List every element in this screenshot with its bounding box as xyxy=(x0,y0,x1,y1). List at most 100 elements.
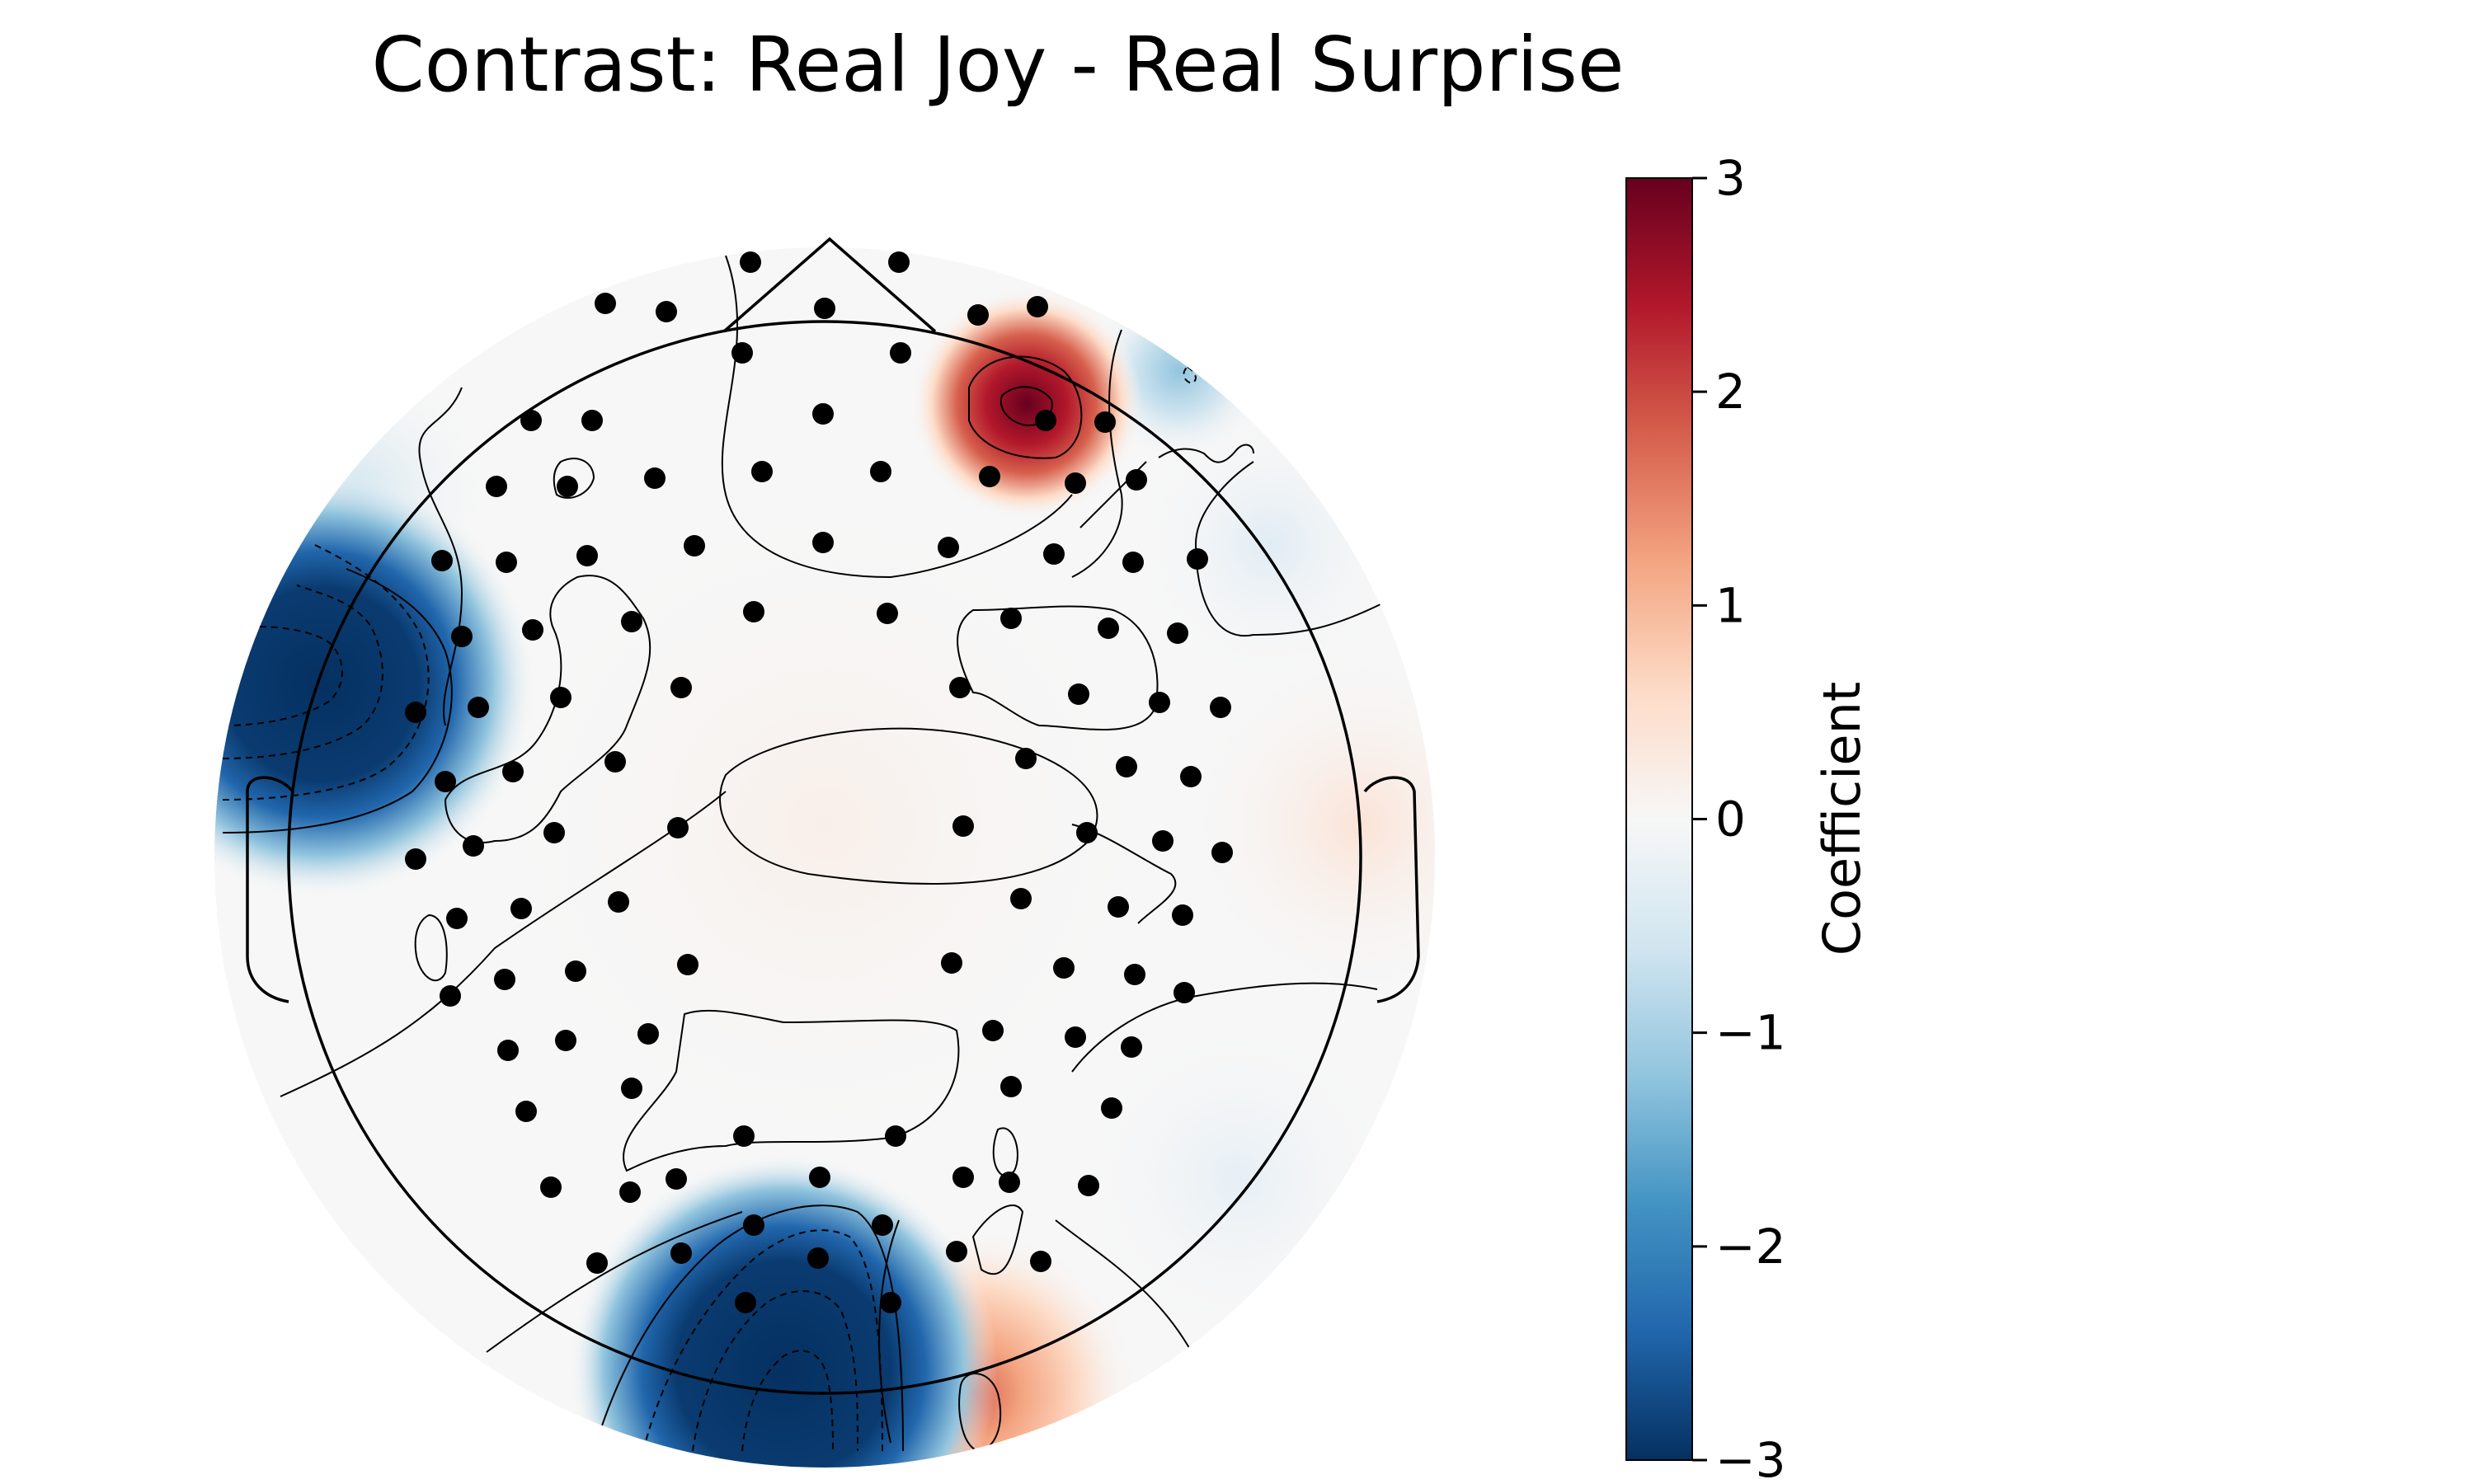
sensor-marker xyxy=(451,626,473,647)
sensor-marker xyxy=(967,304,989,326)
sensor-marker xyxy=(604,751,626,773)
sensor-marker xyxy=(1015,748,1037,769)
sensor-marker xyxy=(667,817,689,838)
colorbar-tick-label: −1 xyxy=(1715,1005,1786,1061)
sensor-marker xyxy=(515,1101,537,1122)
sensor-marker xyxy=(557,476,578,497)
sensor-marker xyxy=(555,1030,576,1051)
sensor-marker xyxy=(468,697,489,718)
sensor-marker xyxy=(1010,888,1032,909)
colorbar-tick-label: −3 xyxy=(1715,1432,1786,1484)
sensor-marker xyxy=(431,550,453,571)
sensor-marker xyxy=(1000,1076,1022,1097)
sensor-marker xyxy=(814,298,835,319)
sensor-marker xyxy=(502,761,524,782)
sensor-marker xyxy=(1210,697,1231,718)
sensor-marker xyxy=(1101,1097,1122,1119)
sensor-marker xyxy=(949,677,971,698)
sensor-marker xyxy=(1180,766,1202,787)
sensor-marker xyxy=(522,619,543,641)
topomap xyxy=(214,237,1435,1468)
sensor-markers xyxy=(405,251,1233,1313)
colorbar-gradient xyxy=(1625,177,1693,1461)
sensor-marker xyxy=(1094,411,1116,433)
sensor-marker xyxy=(405,848,426,870)
sensor-marker xyxy=(735,1292,756,1313)
sensor-marker xyxy=(463,835,484,857)
sensor-marker xyxy=(405,702,426,723)
head-circle xyxy=(287,320,1362,1395)
sensor-marker xyxy=(486,476,507,497)
sensor-marker xyxy=(435,771,456,792)
sensor-marker xyxy=(812,532,834,553)
sensor-marker xyxy=(550,687,571,708)
sensor-marker xyxy=(807,1247,829,1269)
sensor-marker xyxy=(870,461,891,482)
sensor-marker xyxy=(982,1020,1004,1041)
sensor-marker xyxy=(952,1167,974,1188)
sensor-marker xyxy=(1174,982,1195,1003)
sensor-marker xyxy=(952,815,974,837)
sensor-marker xyxy=(1121,1036,1142,1058)
colorbar: 3 2 1 0 −1 −2 −3 Coefficient xyxy=(1625,150,1872,1484)
nose-outline xyxy=(722,237,937,333)
colorbar-tick-label: 3 xyxy=(1715,150,1746,206)
contour-lines xyxy=(222,255,1386,1453)
sensor-marker xyxy=(510,898,532,919)
sensor-marker xyxy=(1043,543,1065,565)
sensor-marker xyxy=(540,1176,562,1198)
topomap-field xyxy=(214,247,1435,1468)
sensor-marker xyxy=(1116,756,1137,777)
sensor-marker xyxy=(586,1252,608,1274)
sensor-marker xyxy=(1065,1026,1086,1048)
sensor-marker xyxy=(1035,410,1056,431)
sensor-marker xyxy=(440,985,461,1007)
sensor-marker xyxy=(670,1242,692,1264)
head-outline xyxy=(246,237,1420,1395)
colorbar-tick-label: 1 xyxy=(1715,577,1746,633)
sensor-marker xyxy=(581,410,603,431)
sensor-marker xyxy=(1167,622,1188,644)
colorbar-tick-label: 0 xyxy=(1715,791,1746,848)
sensor-marker xyxy=(1152,830,1174,852)
sensor-marker xyxy=(1211,842,1233,863)
sensor-marker xyxy=(619,1181,641,1203)
sensor-marker xyxy=(666,1168,687,1190)
sensor-marker xyxy=(743,601,764,622)
colorbar-tick-label: 2 xyxy=(1715,364,1746,420)
sensor-marker xyxy=(497,1040,519,1061)
colorbar-ticks: 3 2 1 0 −1 −2 −3 xyxy=(1692,150,1786,1484)
colorbar-tick-label: −2 xyxy=(1715,1219,1786,1275)
sensor-marker xyxy=(751,461,773,482)
sensor-marker xyxy=(1078,1175,1099,1196)
sensor-marker xyxy=(656,301,677,322)
sensor-marker xyxy=(677,954,698,975)
sensor-marker xyxy=(1068,683,1089,705)
sensor-marker xyxy=(1124,964,1145,985)
chart-title: Contrast: Real Joy - Real Surprise xyxy=(372,21,1625,109)
sensor-marker xyxy=(999,1172,1020,1193)
sensor-marker xyxy=(979,466,1000,487)
sensor-marker xyxy=(877,603,898,624)
sensor-marker xyxy=(1065,472,1086,494)
sensor-marker xyxy=(946,1241,967,1262)
sensor-marker xyxy=(621,611,642,632)
colorbar-label: Coefficient xyxy=(1812,682,1872,956)
sensor-marker xyxy=(1000,608,1022,629)
sensor-marker xyxy=(1149,692,1170,713)
right-ear-outline xyxy=(1363,776,1420,1003)
sensor-marker xyxy=(809,1167,830,1188)
sensor-marker xyxy=(595,293,616,314)
sensor-marker xyxy=(885,1125,906,1147)
sensor-marker xyxy=(494,969,515,990)
sensor-marker xyxy=(1122,552,1144,573)
sensor-marker xyxy=(812,403,834,425)
sensor-marker xyxy=(1076,822,1098,843)
sensor-marker xyxy=(446,908,468,929)
sensor-marker xyxy=(520,410,542,431)
sensor-marker xyxy=(644,467,666,489)
sensor-marker xyxy=(740,251,761,273)
sensor-marker xyxy=(880,1292,901,1313)
sensor-marker xyxy=(888,251,910,273)
